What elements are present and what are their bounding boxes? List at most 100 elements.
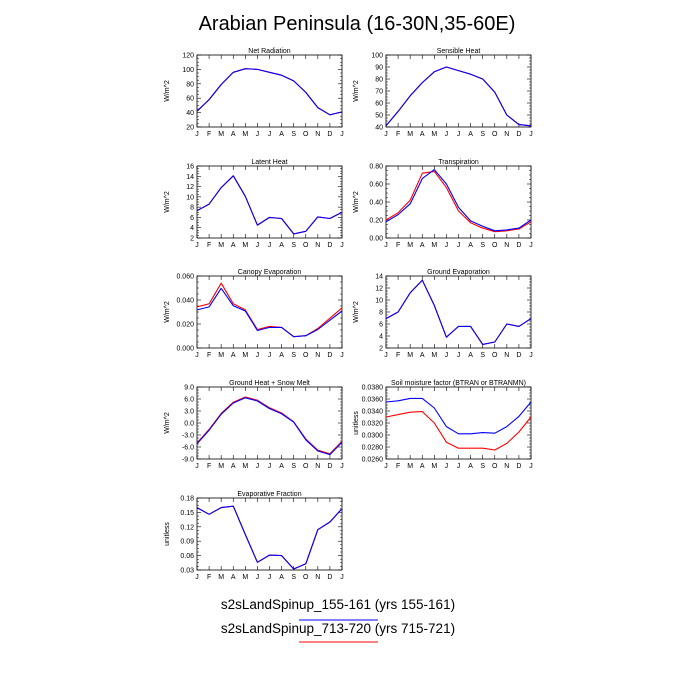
- y-tick-label: 60: [375, 101, 383, 108]
- panel-title: Evaporative Fraction: [237, 491, 301, 498]
- x-tick-label: O: [492, 131, 498, 138]
- x-tick-label: F: [207, 242, 211, 249]
- plot-frame: [196, 54, 343, 128]
- y-tick-label: 10: [186, 194, 194, 201]
- x-tick-label: O: [492, 352, 498, 359]
- x-tick-label: A: [420, 131, 425, 138]
- x-tick-label: N: [315, 352, 320, 359]
- x-tick-label: N: [315, 574, 320, 581]
- y-tick-label: 0.0280: [362, 445, 384, 452]
- y-tick-label: 0.060: [176, 274, 194, 281]
- x-tick-label: F: [207, 463, 211, 470]
- x-tick-label: D: [327, 242, 332, 249]
- y-tick-label: 0.03: [180, 568, 194, 575]
- x-tick-label: J: [268, 463, 272, 470]
- y-tick-label: 4: [190, 225, 194, 232]
- x-tick-label: A: [231, 463, 236, 470]
- x-tick-label: O: [303, 131, 309, 138]
- x-tick-label: J: [529, 242, 533, 249]
- y-tick-label: 8: [190, 205, 194, 212]
- x-tick-label: J: [256, 574, 260, 581]
- x-tick-label: M: [242, 574, 248, 581]
- x-tick-label: N: [504, 463, 509, 470]
- x-tick-label: N: [504, 242, 509, 249]
- x-tick-label: S: [291, 352, 296, 359]
- y-tick-label: 80: [186, 81, 194, 88]
- series-line-1: [385, 279, 532, 345]
- x-tick-label: S: [480, 463, 485, 470]
- y-tick-label: 0.0: [184, 421, 194, 428]
- x-tick-label: A: [420, 242, 425, 249]
- y-tick-label: 0.020: [176, 322, 194, 329]
- panel-title: Ground Heat + Snow Melt: [229, 380, 310, 387]
- series-line-2: [196, 505, 343, 570]
- x-tick-label: M: [407, 131, 413, 138]
- y-axis-label: W/m^2: [353, 191, 360, 213]
- x-tick-label: J: [195, 131, 199, 138]
- panel-title: Ground Evaporation: [427, 269, 490, 276]
- y-tick-label: 100: [371, 53, 383, 60]
- x-tick-label: J: [195, 352, 199, 359]
- x-tick-label: S: [291, 574, 296, 581]
- panel-title: Transpiration: [438, 159, 479, 166]
- x-tick-label: J: [268, 242, 272, 249]
- x-tick-label: J: [268, 131, 272, 138]
- y-axis-label: W/m^2: [353, 80, 360, 102]
- x-tick-label: J: [256, 131, 260, 138]
- x-tick-label: J: [384, 463, 388, 470]
- x-tick-label: J: [445, 242, 449, 249]
- x-tick-label: M: [431, 352, 437, 359]
- x-tick-label: S: [291, 242, 296, 249]
- x-tick-label: A: [279, 574, 284, 581]
- y-tick-label: 0.0300: [362, 433, 384, 440]
- x-tick-label: J: [457, 131, 461, 138]
- series-line-2: [196, 396, 343, 455]
- x-tick-label: A: [420, 463, 425, 470]
- y-axis-label: W/m^2: [353, 301, 360, 323]
- x-tick-label: M: [407, 463, 413, 470]
- x-tick-label: J: [445, 131, 449, 138]
- x-tick-label: J: [195, 242, 199, 249]
- x-tick-label: A: [279, 463, 284, 470]
- series-line-2: [196, 282, 343, 338]
- y-axis-label: unitless: [353, 411, 360, 435]
- y-tick-label: 0.18: [180, 496, 194, 503]
- x-tick-label: S: [480, 131, 485, 138]
- x-tick-label: S: [291, 463, 296, 470]
- y-tick-label: 14: [186, 174, 194, 181]
- panel-ground-heat-snow-melt: Ground Heat + Snow Melt W/m^2 -9.0 -6.0 -3.0…: [164, 380, 344, 470]
- x-tick-label: J: [445, 352, 449, 359]
- x-tick-label: J: [340, 242, 344, 249]
- x-tick-label: M: [218, 352, 224, 359]
- x-tick-label: O: [303, 463, 309, 470]
- panel-soil-moisture-factor-btran-or-btranmn: Soil moisture factor (BTRAN or BTRANMN) u…: [353, 380, 533, 470]
- x-tick-label: F: [207, 352, 211, 359]
- series-line-1: [196, 287, 343, 338]
- series-line-1: [385, 397, 532, 435]
- y-tick-label: 12: [375, 286, 383, 293]
- x-tick-label: D: [327, 131, 332, 138]
- y-tick-label: 0.000: [176, 346, 194, 353]
- x-tick-label: N: [315, 242, 320, 249]
- y-tick-label: 0.0340: [362, 409, 384, 416]
- y-tick-label: 0.09: [180, 539, 194, 546]
- x-tick-label: A: [468, 352, 473, 359]
- x-tick-label: N: [315, 463, 320, 470]
- series-line-1: [385, 169, 532, 232]
- x-tick-label: N: [504, 352, 509, 359]
- x-tick-label: O: [303, 574, 309, 581]
- y-tick-label: 6: [379, 322, 383, 329]
- y-tick-label: 0.80: [369, 164, 383, 171]
- x-tick-label: M: [407, 352, 413, 359]
- x-tick-label: M: [431, 131, 437, 138]
- x-tick-label: F: [396, 242, 400, 249]
- plot-frame: [196, 386, 343, 460]
- x-tick-label: J: [384, 242, 388, 249]
- x-tick-label: J: [268, 352, 272, 359]
- y-tick-label: 0.06: [180, 553, 194, 560]
- x-tick-label: A: [231, 242, 236, 249]
- x-tick-label: A: [468, 463, 473, 470]
- x-tick-label: J: [529, 463, 533, 470]
